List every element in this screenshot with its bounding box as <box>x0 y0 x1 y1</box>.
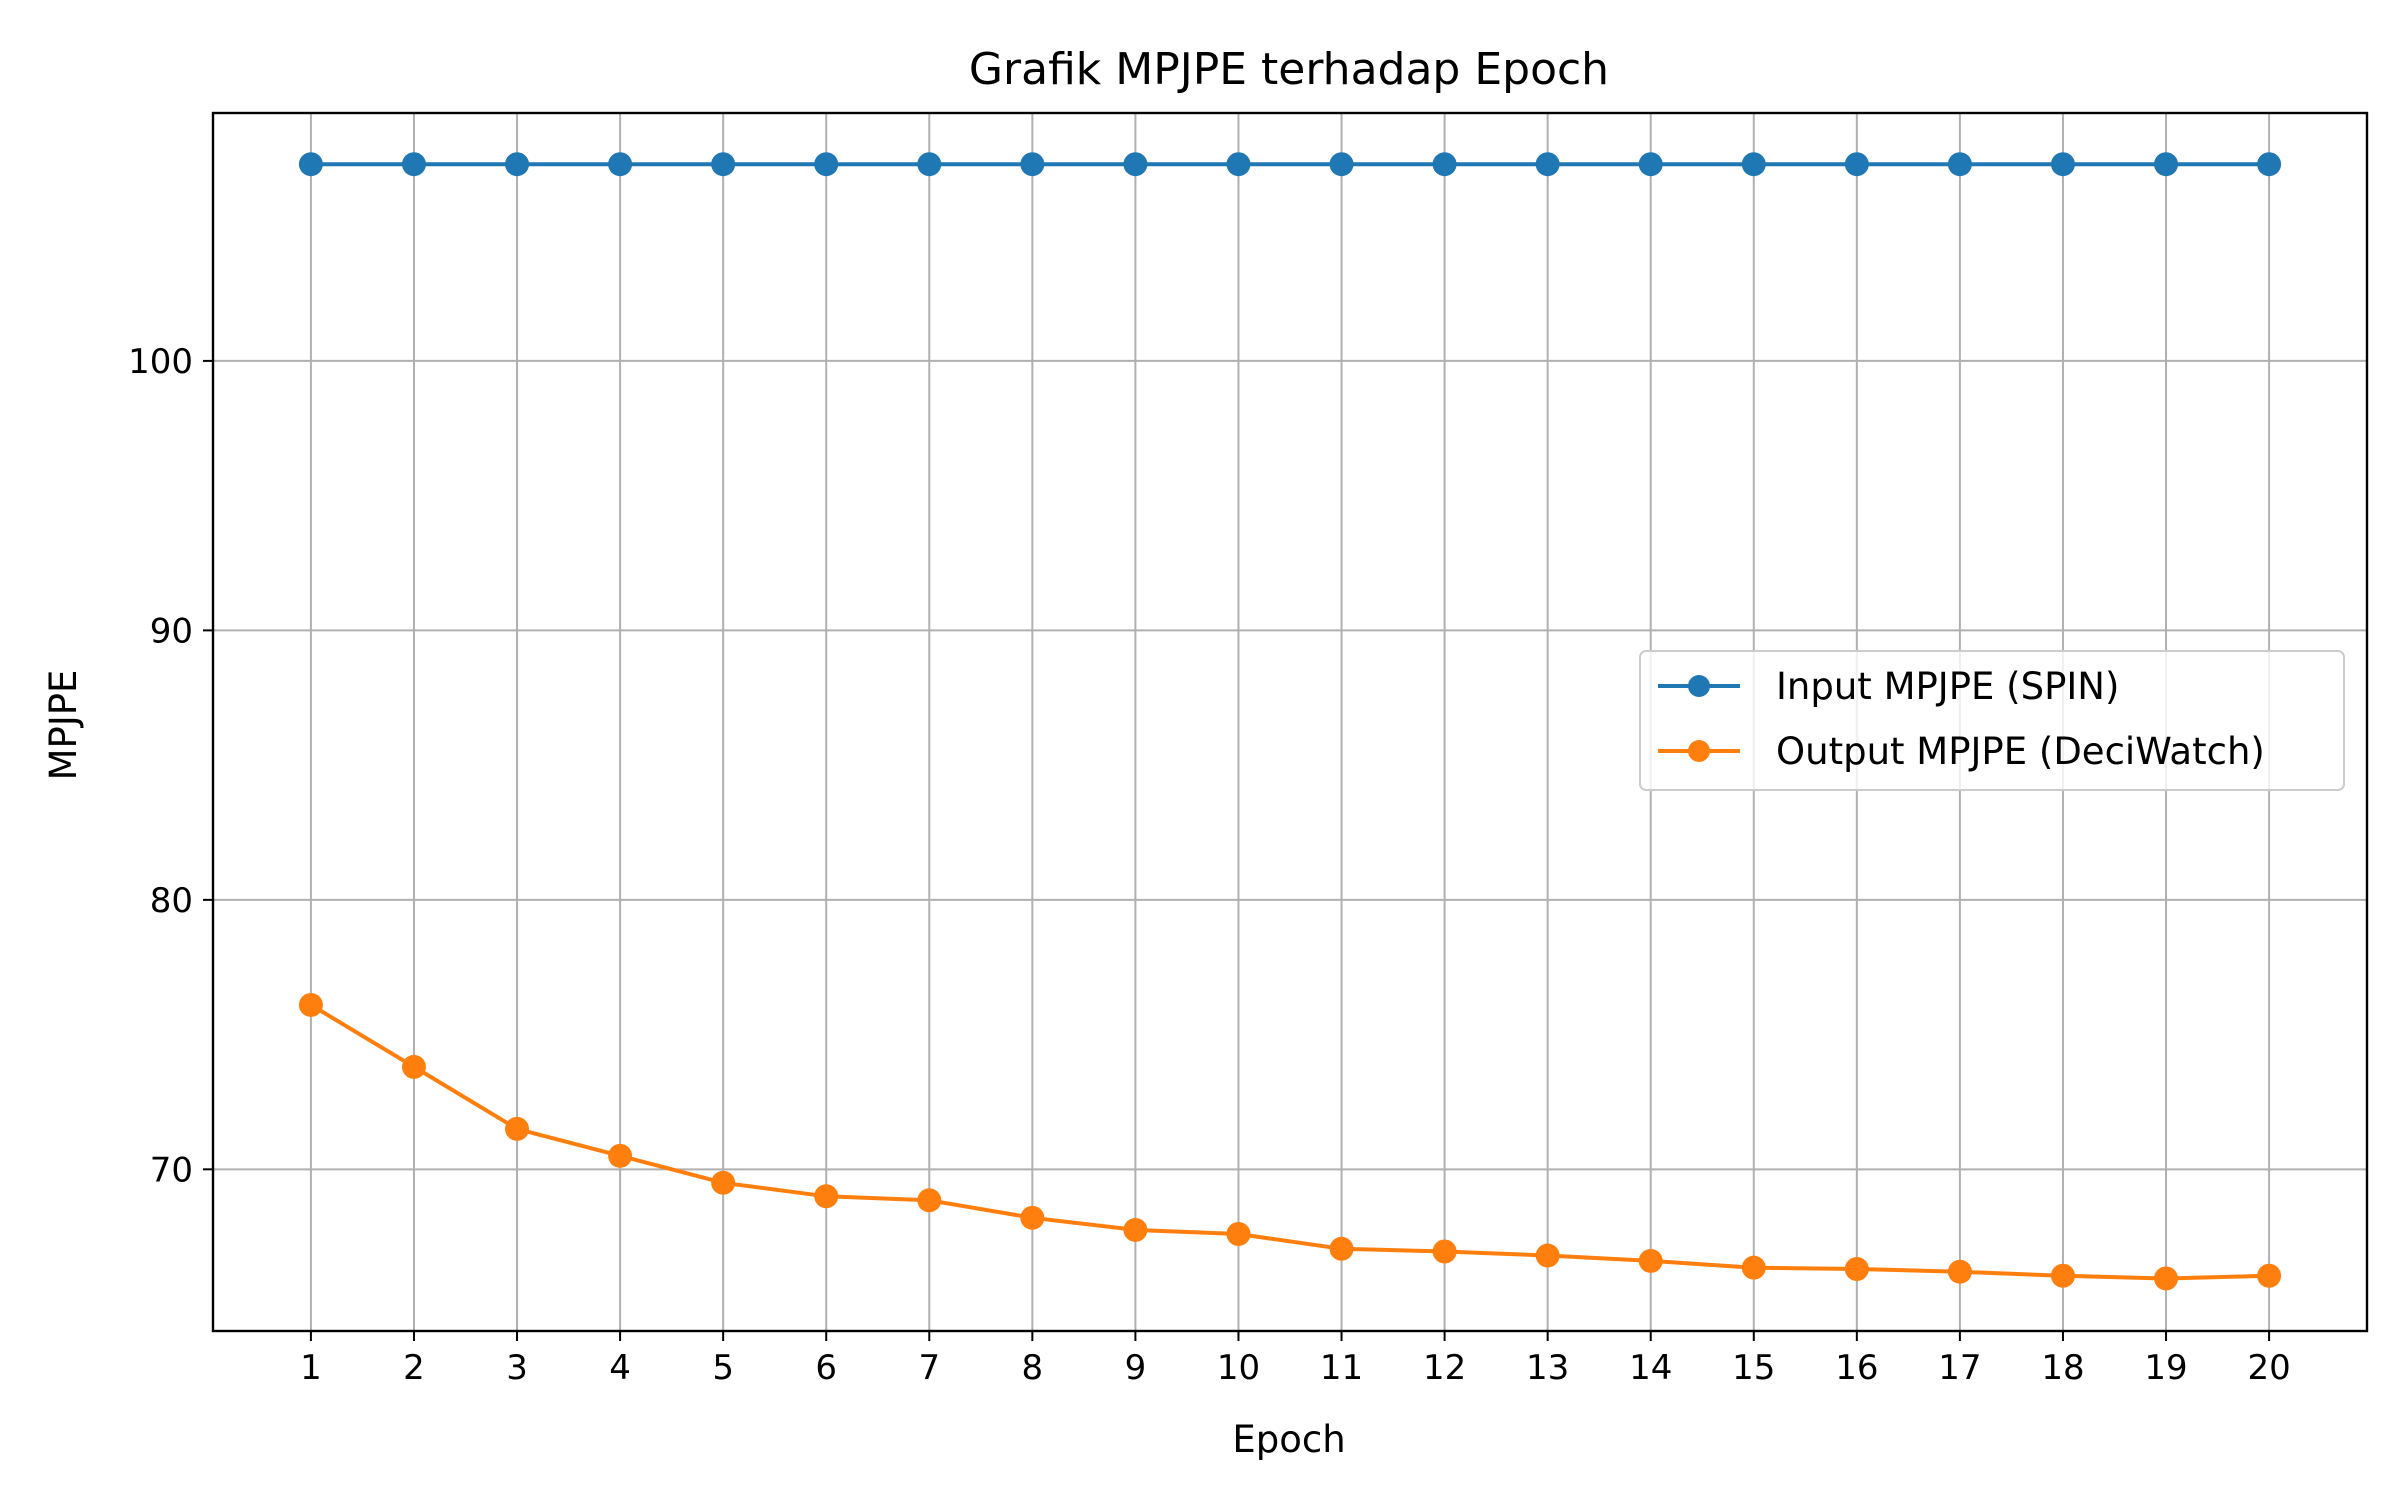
x-tick-label: 10 <box>1217 1348 1260 1388</box>
x-tick-label: 9 <box>1125 1348 1147 1388</box>
series-group <box>298 152 2282 1291</box>
x-tick-label: 8 <box>1022 1348 1044 1388</box>
data-point <box>1535 152 1560 177</box>
legend: Input MPJPE (SPIN) Output MPJPE (DeciWat… <box>1639 650 2345 791</box>
data-point <box>814 152 839 177</box>
data-point <box>1020 1205 1045 1230</box>
data-point <box>711 1170 736 1195</box>
data-point <box>1329 152 1354 177</box>
data-point <box>1741 152 1766 177</box>
chart-title: Grafik MPJPE terhadap Epoch <box>969 44 1609 95</box>
plot-frame <box>211 111 2369 1333</box>
data-point <box>608 1143 633 1168</box>
data-point <box>814 1184 839 1209</box>
legend-marker-input <box>1688 675 1710 697</box>
data-point <box>1226 152 1251 177</box>
y-axis-title: MPJPE <box>42 670 85 781</box>
data-point <box>1123 152 1148 177</box>
data-point <box>1329 1236 1354 1261</box>
x-tick-label: 20 <box>2247 1348 2290 1388</box>
data-point <box>917 1188 942 1213</box>
data-point <box>2154 152 2179 177</box>
data-point <box>2050 152 2075 177</box>
y-tick-label: 80 <box>150 881 193 921</box>
data-point <box>1638 152 1663 177</box>
x-tick-label: 1 <box>300 1348 322 1388</box>
data-point <box>1947 1259 1972 1284</box>
data-point <box>2050 1263 2075 1288</box>
data-point <box>1432 1239 1457 1264</box>
x-tick-label: 13 <box>1526 1348 1569 1388</box>
y-tick-label: 70 <box>150 1150 193 1190</box>
x-tick-label: 18 <box>2041 1348 2084 1388</box>
x-tick-label: 12 <box>1423 1348 1466 1388</box>
data-point <box>1844 1257 1869 1282</box>
x-axis-title: Epoch <box>1232 1418 1345 1461</box>
data-point <box>298 152 323 177</box>
data-point <box>2257 1263 2282 1288</box>
x-tick-label: 14 <box>1629 1348 1672 1388</box>
data-point <box>401 1054 426 1079</box>
data-point <box>1020 152 1045 177</box>
legend-label-input: Input MPJPE (SPIN) <box>1776 665 2119 708</box>
x-tick-label: 19 <box>2144 1348 2187 1388</box>
data-point <box>298 992 323 1017</box>
legend-box <box>1639 650 2345 791</box>
x-tick-label: 2 <box>403 1348 425 1388</box>
x-tick-label: 3 <box>506 1348 528 1388</box>
data-point <box>1226 1221 1251 1246</box>
data-point <box>2257 152 2282 177</box>
x-tick-label: 5 <box>712 1348 734 1388</box>
series-input-mpjpe <box>298 152 2282 177</box>
x-tick-label: 6 <box>815 1348 837 1388</box>
data-point <box>711 152 736 177</box>
data-point <box>1947 152 1972 177</box>
data-point <box>505 152 530 177</box>
data-point <box>401 152 426 177</box>
data-point <box>608 152 633 177</box>
x-tick-label: 17 <box>1938 1348 1981 1388</box>
data-point <box>1741 1255 1766 1280</box>
y-tick-label: 100 <box>128 342 193 382</box>
data-point <box>1535 1243 1560 1268</box>
data-point <box>2154 1266 2179 1291</box>
legend-marker-output <box>1688 740 1710 762</box>
x-tick-label: 15 <box>1732 1348 1775 1388</box>
series-output-mpjpe <box>298 992 2282 1291</box>
x-tick-label: 7 <box>918 1348 940 1388</box>
x-tick-label: 16 <box>1835 1348 1878 1388</box>
data-point <box>505 1116 530 1141</box>
x-axis-ticks: 1 2 3 4 5 6 7 8 9 10 11 12 13 14 15 16 17 18 19 20 <box>300 1331 2291 1388</box>
y-axis-ticks: 70 80 90 100 <box>128 342 213 1190</box>
data-point <box>1123 1217 1148 1242</box>
data-point <box>1844 152 1869 177</box>
data-point <box>1638 1248 1663 1273</box>
x-tick-label: 11 <box>1320 1348 1363 1388</box>
y-tick-label: 90 <box>150 611 193 651</box>
data-point <box>1432 152 1457 177</box>
x-tick-label: 4 <box>609 1348 631 1388</box>
data-point <box>917 152 942 177</box>
legend-label-output: Output MPJPE (DeciWatch) <box>1776 730 2265 773</box>
series-line <box>308 1002 2272 1281</box>
